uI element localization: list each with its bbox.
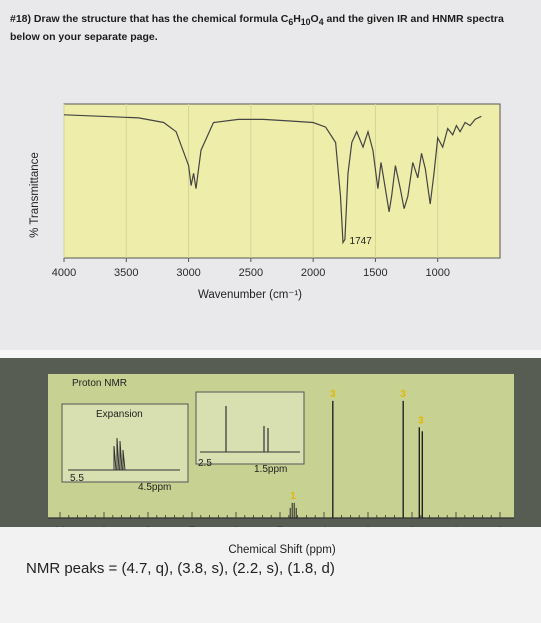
question-prefix: #18) Draw the structure that has the che…	[10, 13, 289, 25]
nmr-expansion-2: 2.5 1.5ppm	[195, 391, 305, 475]
formula-h: H	[293, 13, 301, 25]
expansion-2-box	[195, 391, 305, 465]
nmr-peaks-list: NMR peaks = (4.7, q), (3.8, s), (2.2, s)…	[26, 560, 335, 577]
formula-sub-o: 4	[318, 17, 324, 28]
expansion-1-tick-left: 5.5	[70, 473, 84, 484]
ir-gridlines	[63, 104, 439, 258]
expansion-2-tick-right: 1.5ppm	[254, 464, 287, 475]
expansion-2-tick-left: 2.5	[198, 458, 212, 469]
ir-y-axis-title: % Transmittance	[29, 152, 41, 238]
formula-sub-c: 6	[288, 17, 294, 28]
ir-tick-label: 2500	[239, 267, 263, 279]
nmr-footer-area	[0, 527, 541, 623]
expansion-1-tick-right: 4.5ppm	[138, 482, 171, 493]
ir-tick-label: 3500	[114, 267, 138, 279]
ir-tick-label: 1000	[425, 267, 449, 279]
formula-o: O	[310, 13, 319, 25]
ir-spectrum-line	[63, 114, 482, 245]
question-text: #18) Draw the structure that has the che…	[10, 12, 535, 45]
ir-spectrum-chart: 4000 3500 3000 2500 2000 1500 1000 1747 Wavenu…	[29, 103, 501, 301]
ir-tick-label: 1500	[363, 267, 387, 279]
expansion-1-quartet	[112, 437, 126, 471]
question-suffix: and the given IR and HNMR spectra below …	[10, 13, 504, 44]
nmr-peak-integration-label: 3	[330, 389, 336, 400]
ir-tick-label: 3000	[176, 267, 200, 279]
ir-tick-label: 4000	[52, 267, 76, 279]
expansion-2-peaks	[225, 406, 269, 452]
nmr-title: Proton NMR	[72, 378, 127, 389]
nmr-peaks: 1 3 3 3	[289, 389, 424, 518]
nmr-peak-integration-label: 3	[400, 389, 406, 400]
nmr-expansion-1: Expansion 5.5 4.5ppm	[61, 403, 189, 493]
formula-sub-h: 10	[300, 17, 311, 28]
expansion-1-label: Expansion	[96, 409, 143, 420]
nmr-peak-integration-label: 1	[290, 491, 296, 502]
section-divider	[0, 350, 541, 358]
ir-x-ticks: 4000 3500 3000 2500 2000 1500 1000	[52, 258, 450, 279]
ir-x-axis-title: Wavenumber (cm⁻¹)	[198, 289, 302, 301]
nmr-peak-integration-label: 3	[418, 415, 424, 426]
ir-tick-label: 2000	[301, 267, 325, 279]
ir-peak-annotation: 1747	[350, 236, 373, 247]
